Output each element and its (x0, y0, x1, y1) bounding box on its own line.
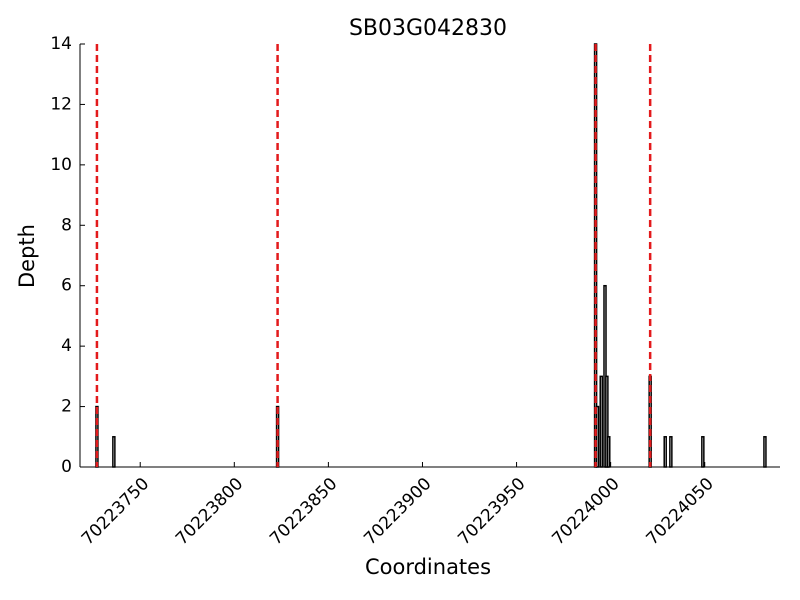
chart-title: SB03G042830 (349, 16, 507, 41)
bar (605, 375, 609, 468)
y-axis-label: Depth (15, 224, 39, 288)
x-tick-label: 70223950 (454, 474, 529, 549)
bar (669, 436, 673, 468)
bar (763, 436, 767, 468)
bar (663, 436, 667, 468)
y-tick-label: 8 (61, 215, 72, 235)
y-tick-label: 6 (61, 276, 72, 296)
x-tick-label: 70224050 (642, 474, 717, 549)
bar (607, 436, 611, 468)
x-tick-label: 70223750 (78, 474, 153, 549)
x-tick-label: 70223800 (172, 474, 247, 549)
bar (112, 436, 116, 468)
bar (701, 436, 705, 468)
y-tick-label: 4 (61, 336, 72, 356)
x-tick-label: 70224000 (548, 474, 623, 549)
y-tick-label: 2 (61, 397, 72, 417)
y-tick-label: 12 (50, 94, 72, 114)
y-tick-label: 0 (61, 457, 72, 477)
x-tick-label: 70223850 (266, 474, 341, 549)
bar (599, 375, 603, 468)
bar (595, 405, 600, 468)
y-tick-label: 10 (50, 155, 72, 175)
y-tick-label: 14 (50, 34, 72, 54)
x-tick-label: 70223900 (360, 474, 435, 549)
x-axis-label: Coordinates (365, 555, 491, 579)
